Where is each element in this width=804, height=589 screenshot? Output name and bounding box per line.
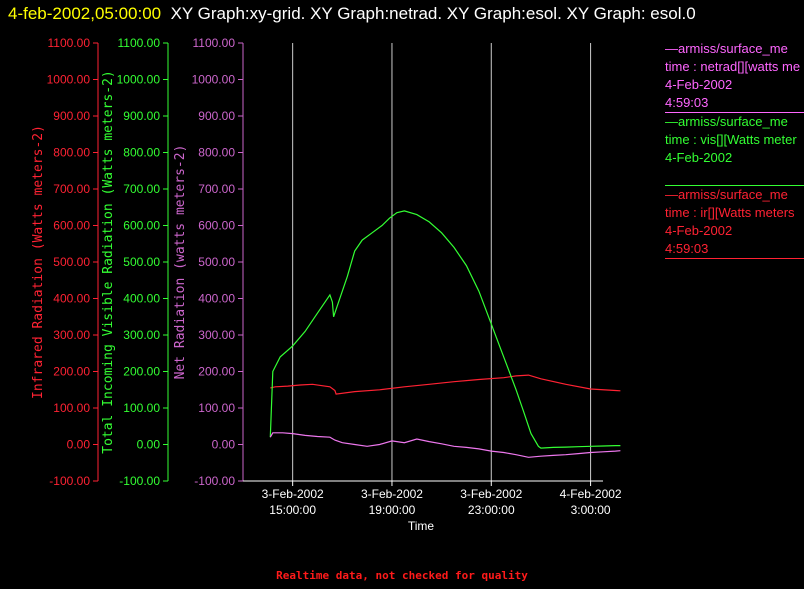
ir-tick-label: 200.00: [53, 365, 90, 379]
ir-tick-label: 300.00: [53, 328, 90, 342]
legend-entry-net: —armiss/surface_me time : netrad[][watts…: [665, 40, 804, 113]
vis-axis-label: Total Incoming Visible Radiation (Watts …: [101, 70, 116, 454]
quality-note: Realtime data, not checked for quality: [276, 569, 528, 582]
legend-source: —armiss/surface_me: [665, 41, 788, 56]
vis-tick-label: 700.00: [123, 182, 160, 196]
legend-time: 4:59:03: [665, 95, 709, 110]
net-tick-label: 900.00: [198, 109, 235, 123]
net-tick-label: 0.00: [212, 438, 236, 452]
ir-tick-label: 800.00: [53, 146, 90, 160]
x-tick-label-time: 19:00:00: [369, 503, 416, 517]
vis-tick-label: 0.00: [137, 438, 161, 452]
ir-tick-label: 500.00: [53, 255, 90, 269]
ir-series-line: [270, 374, 621, 395]
ir-tick-label: 0.00: [67, 438, 91, 452]
legend-entry-ir: —armiss/surface_me time : ir[][Watts met…: [665, 186, 804, 259]
ir-tick-label: 700.00: [53, 182, 90, 196]
vis-tick-label: -100.00: [119, 474, 160, 488]
legend-variable: time : ir[][Watts meters: [665, 205, 795, 220]
x-tick-label-date: 3-Feb-2002: [460, 487, 522, 501]
legend-date: 4-Feb-2002: [665, 223, 733, 238]
ir-tick-label: 600.00: [53, 219, 90, 233]
net-tick-label: 700.00: [198, 182, 235, 196]
net-tick-label: 600.00: [198, 219, 235, 233]
vis-series-line: [269, 210, 621, 449]
vis-tick-label: 600.00: [123, 219, 160, 233]
net-tick-label: 800.00: [198, 146, 235, 160]
net-tick-label: -100.00: [194, 474, 235, 488]
legend-variable: time : netrad[][watts me: [665, 59, 801, 74]
ir-tick-label: -100.00: [49, 474, 90, 488]
x-tick-label-date: 4-Feb-2002: [560, 487, 622, 501]
vis-tick-label: 800.00: [123, 146, 160, 160]
ir-tick-label: 900.00: [53, 109, 90, 123]
net-tick-label: 300.00: [198, 328, 235, 342]
vis-tick-label: 100.00: [123, 401, 160, 415]
net-axis-label: Net Radiation (watts meters-2): [173, 145, 188, 380]
title-timestamp: 4-feb-2002,05:00:00: [8, 4, 162, 23]
legend-time: 4:59:03: [665, 241, 709, 256]
vis-tick-label: 900.00: [123, 109, 160, 123]
x-tick-label-date: 3-Feb-2002: [262, 487, 324, 501]
net-tick-label: 1000.00: [192, 73, 236, 87]
vis-tick-label: 1000.00: [117, 73, 161, 87]
x-tick-label-time: 3:00:00: [571, 503, 611, 517]
ir-axis-label: Infrared Radiation (Watts meters-2): [31, 125, 46, 399]
chart-title: 4-feb-2002,05:00:00 XY Graph:xy-grid. XY…: [8, 2, 804, 25]
vis-tick-label: 1100.00: [118, 36, 161, 50]
legend-source: —armiss/surface_me: [665, 114, 788, 129]
ir-tick-label: 1000.00: [47, 73, 91, 87]
vis-tick-label: 300.00: [123, 328, 160, 342]
legend-time: [665, 167, 804, 185]
x-tick-label-time: 23:00:00: [468, 503, 515, 517]
vis-tick-label: 500.00: [123, 255, 160, 269]
title-text: XY Graph:xy-grid. XY Graph:netrad. XY Gr…: [170, 4, 696, 23]
net-tick-label: 100.00: [198, 401, 235, 415]
ir-tick-label: 100.00: [53, 401, 90, 415]
x-axis-title: Time: [408, 519, 435, 533]
net-tick-label: 400.00: [198, 292, 235, 306]
x-tick-label-date: 3-Feb-2002: [361, 487, 423, 501]
ir-tick-label: 1100.00: [48, 36, 91, 50]
net-series-line: [269, 432, 621, 458]
net-tick-label: 1100.00: [193, 36, 236, 50]
x-tick-label-time: 15:00:00: [269, 503, 316, 517]
legend: —armiss/surface_me time : netrad[][watts…: [665, 40, 804, 259]
legend-date: 4-Feb-2002: [665, 77, 733, 92]
vis-tick-label: 200.00: [123, 365, 160, 379]
net-tick-label: 500.00: [198, 255, 235, 269]
legend-entry-vis: —armiss/surface_me time : vis[][Watts me…: [665, 113, 804, 186]
ir-tick-label: 400.00: [53, 292, 90, 306]
vis-tick-label: 400.00: [123, 292, 160, 306]
net-tick-label: 200.00: [198, 365, 235, 379]
legend-date: 4-Feb-2002: [665, 150, 733, 165]
legend-source: —armiss/surface_me: [665, 187, 788, 202]
legend-variable: time : vis[][Watts meter: [665, 132, 797, 147]
